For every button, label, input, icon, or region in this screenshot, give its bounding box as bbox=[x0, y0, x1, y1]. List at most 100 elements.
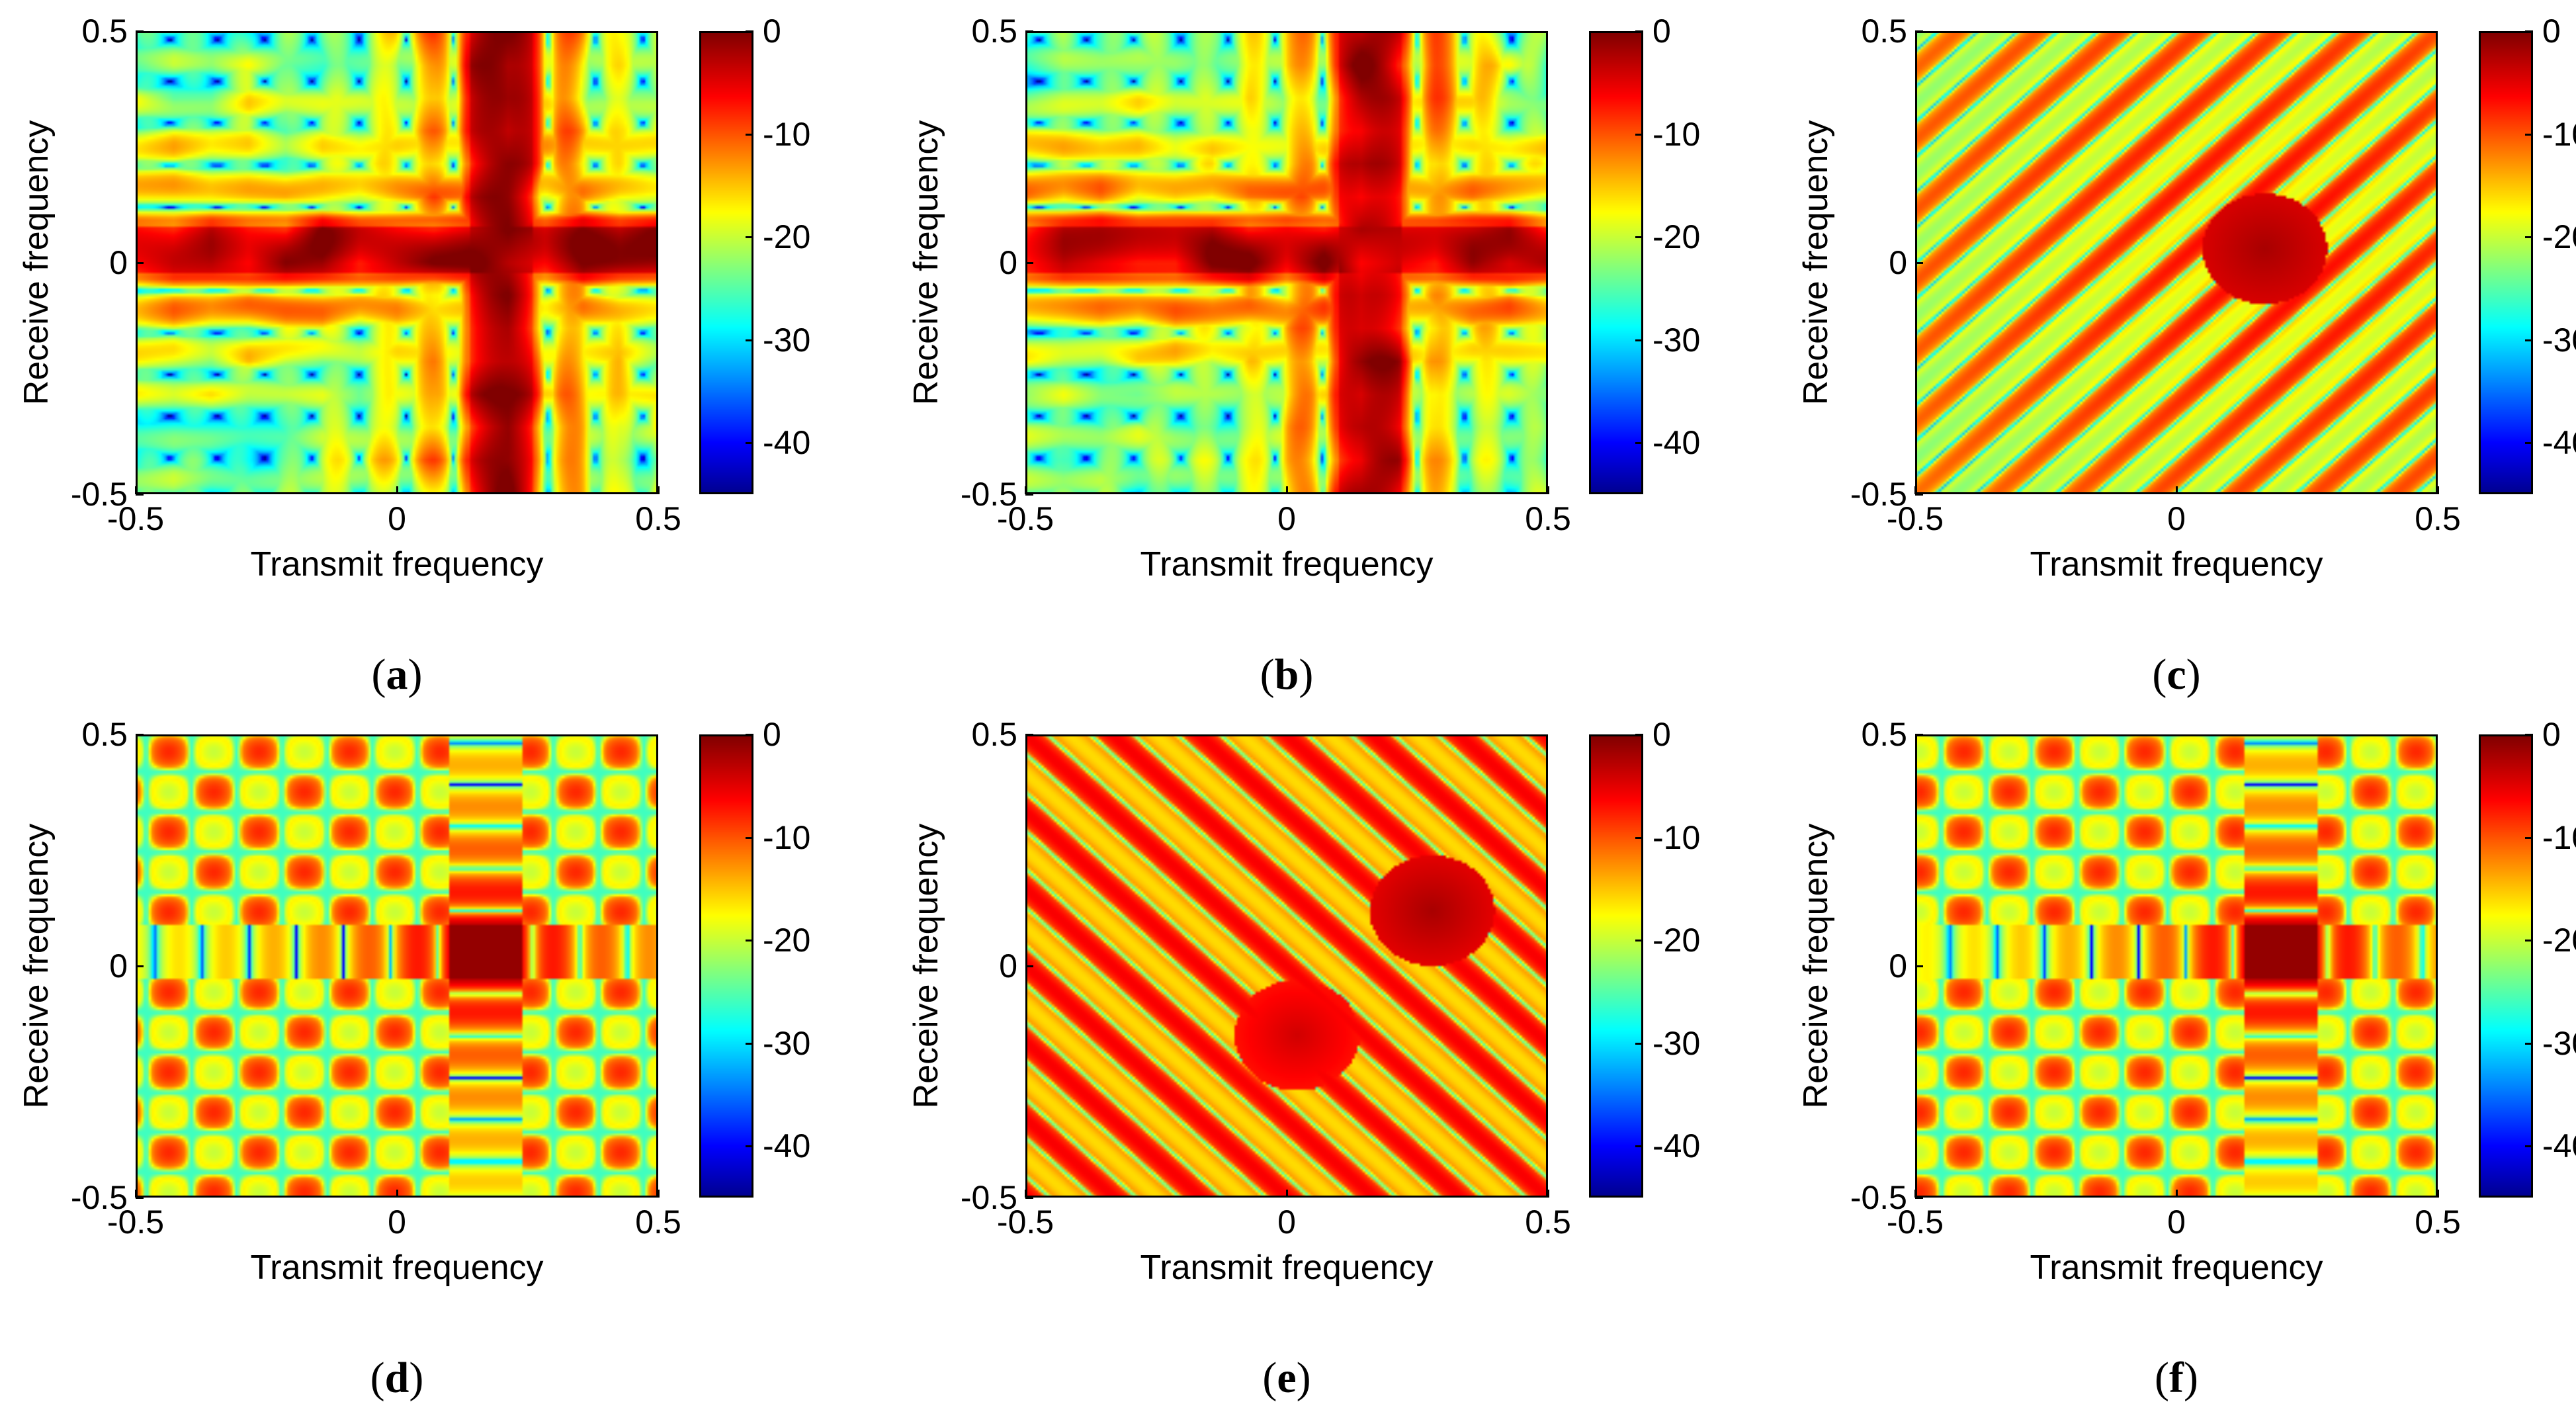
y-tick-mark bbox=[1915, 965, 1923, 967]
colorbar-tick-label: -30 bbox=[2542, 321, 2576, 359]
y-tick-mark bbox=[1025, 734, 1033, 736]
y-axis-label: Receive frequency bbox=[1797, 120, 1835, 406]
x-tick-label: -0.5 bbox=[107, 1204, 165, 1241]
y-tick-mark bbox=[136, 494, 144, 496]
colorbar-tick-mark bbox=[1635, 1145, 1643, 1148]
y-tick-mark bbox=[136, 734, 144, 736]
x-axis-label: Transmit frequency bbox=[1140, 545, 1434, 584]
colorbar-tick-label: -40 bbox=[1653, 1127, 1701, 1165]
colorbar-tick-label: -10 bbox=[2542, 115, 2576, 153]
colorbar-tick-label: 0 bbox=[2542, 13, 2561, 50]
colorbar-tick-mark bbox=[2525, 940, 2533, 942]
colorbar-tick-mark bbox=[2525, 339, 2533, 341]
y-axis-label: Receive frequency bbox=[907, 823, 945, 1109]
colorbar-tick-mark bbox=[746, 442, 753, 445]
x-tick-mark bbox=[1914, 1190, 1916, 1198]
y-tick-label: 0 bbox=[999, 244, 1017, 281]
x-axis-label: Transmit frequency bbox=[2030, 1249, 2323, 1287]
x-tick-label: 0 bbox=[388, 500, 406, 537]
x-tick-label: 0 bbox=[1277, 1204, 1296, 1241]
colorbar-tick-mark bbox=[1635, 339, 1643, 341]
x-tick-mark bbox=[1025, 486, 1027, 494]
colorbar-tick-mark bbox=[1635, 734, 1643, 736]
colorbar-tick-mark bbox=[1635, 442, 1643, 445]
colorbar-tick-mark bbox=[746, 940, 753, 942]
colorbar-tick-label: -10 bbox=[1653, 115, 1701, 153]
y-tick-mark bbox=[136, 1197, 144, 1199]
colorbar-tick-mark bbox=[1635, 1042, 1643, 1045]
colorbar-tick-label: -10 bbox=[2542, 818, 2576, 856]
y-tick-label: -0.5 bbox=[1850, 1179, 1907, 1216]
colorbar-tick-label: -40 bbox=[2542, 1127, 2576, 1165]
colorbar-tick-mark bbox=[746, 1042, 753, 1045]
y-tick-label: -0.5 bbox=[70, 1179, 128, 1216]
y-tick-label: 0 bbox=[1889, 244, 1907, 281]
colorbar-tick-label: -20 bbox=[763, 922, 811, 959]
panel-caption: (f) bbox=[2155, 1354, 2198, 1402]
colorbar-tick-mark bbox=[746, 734, 753, 736]
colorbar-tick-label: 0 bbox=[1653, 716, 1671, 753]
colorbar-tick-mark bbox=[2525, 133, 2533, 136]
y-tick-mark bbox=[1025, 262, 1033, 264]
x-tick-label: 0.5 bbox=[1525, 500, 1571, 537]
y-tick-label: -0.5 bbox=[70, 476, 128, 513]
colorbar bbox=[2479, 31, 2533, 494]
colorbar-tick-label: 0 bbox=[763, 13, 781, 50]
x-tick-label: 0.5 bbox=[2415, 500, 2461, 537]
x-tick-mark bbox=[2176, 486, 2178, 494]
y-tick-label: -0.5 bbox=[1850, 476, 1907, 513]
heatmap-b bbox=[1025, 31, 1548, 494]
x-tick-label: 0.5 bbox=[635, 1204, 681, 1241]
y-tick-mark bbox=[1025, 965, 1033, 967]
x-tick-label: -0.5 bbox=[1886, 1204, 1944, 1241]
x-tick-mark bbox=[1286, 1190, 1288, 1198]
colorbar-tick-label: -30 bbox=[763, 321, 811, 359]
colorbar-tick-label: 0 bbox=[2542, 716, 2561, 753]
colorbar bbox=[2479, 734, 2533, 1198]
colorbar-tick-label: -30 bbox=[1653, 1024, 1701, 1062]
colorbar-tick-mark bbox=[1635, 940, 1643, 942]
x-tick-mark bbox=[1025, 1190, 1027, 1198]
colorbar bbox=[1589, 31, 1643, 494]
panel-caption: (d) bbox=[370, 1354, 424, 1402]
colorbar-tick-mark bbox=[746, 836, 753, 839]
y-tick-label: -0.5 bbox=[960, 476, 1017, 513]
y-axis-label: Receive frequency bbox=[17, 823, 56, 1109]
colorbar bbox=[1589, 734, 1643, 1198]
colorbar-tick-label: -20 bbox=[763, 218, 811, 256]
heatmap-a bbox=[136, 31, 658, 494]
y-tick-label: 0.5 bbox=[81, 13, 128, 50]
x-axis-label: Transmit frequency bbox=[2030, 545, 2323, 584]
y-tick-mark bbox=[136, 30, 144, 32]
colorbar-tick-mark bbox=[746, 339, 753, 341]
x-tick-label: -0.5 bbox=[1886, 500, 1944, 537]
y-tick-mark bbox=[136, 965, 144, 967]
x-tick-mark bbox=[135, 1190, 137, 1198]
x-tick-mark bbox=[1914, 486, 1916, 494]
colorbar-tick-mark bbox=[2525, 30, 2533, 32]
panel-caption: (e) bbox=[1262, 1354, 1311, 1402]
panel-caption-letter: d bbox=[384, 1354, 409, 1402]
colorbar-tick-label: -40 bbox=[1653, 424, 1701, 462]
colorbar-tick-mark bbox=[1635, 133, 1643, 136]
y-tick-label: 0.5 bbox=[971, 716, 1017, 753]
x-tick-label: 0 bbox=[2167, 500, 2186, 537]
colorbar bbox=[699, 734, 753, 1198]
colorbar-tick-label: -20 bbox=[2542, 218, 2576, 256]
x-tick-mark bbox=[2437, 486, 2439, 494]
x-tick-label: -0.5 bbox=[996, 1204, 1054, 1241]
x-tick-mark bbox=[396, 486, 398, 494]
y-tick-mark bbox=[1025, 1197, 1033, 1199]
colorbar-tick-mark bbox=[746, 30, 753, 32]
y-tick-label: 0 bbox=[109, 244, 128, 281]
colorbar-tick-mark bbox=[1635, 836, 1643, 839]
y-tick-mark bbox=[1915, 30, 1923, 32]
panel-caption-letter: f bbox=[2169, 1354, 2184, 1402]
colorbar-tick-label: -40 bbox=[763, 424, 811, 462]
colorbar-tick-mark bbox=[2525, 236, 2533, 239]
colorbar-tick-label: -30 bbox=[763, 1024, 811, 1062]
x-tick-label: 0.5 bbox=[1525, 1204, 1571, 1241]
y-tick-mark bbox=[1915, 262, 1923, 264]
x-tick-mark bbox=[135, 486, 137, 494]
